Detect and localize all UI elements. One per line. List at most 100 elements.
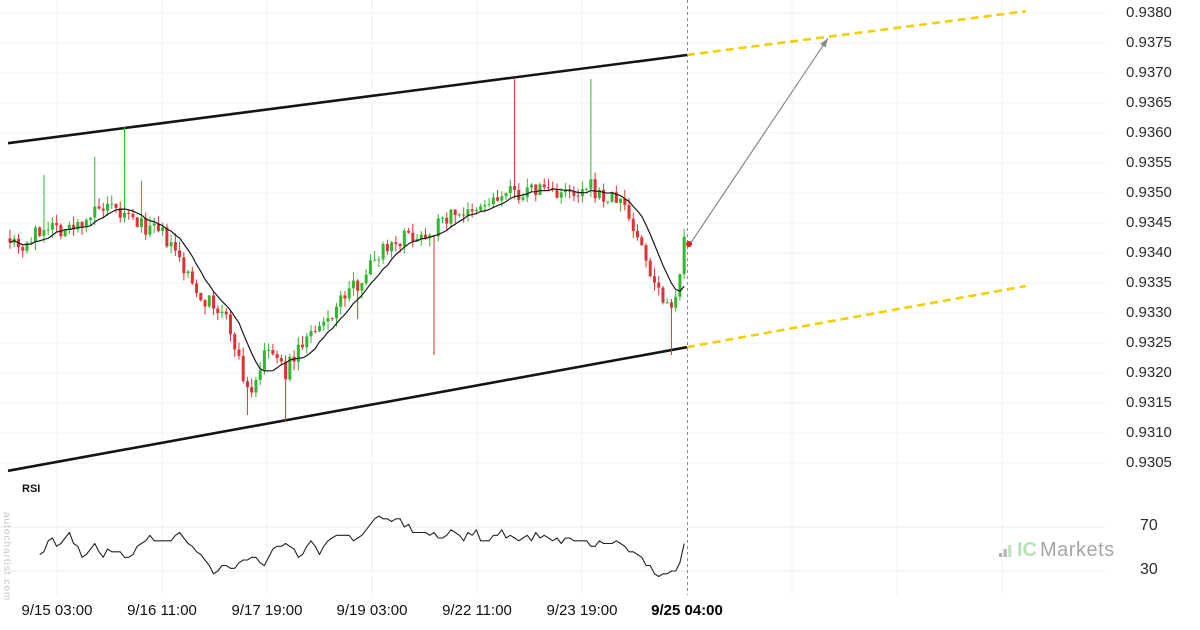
projection-lower-line (686, 284, 1027, 349)
candle-body (165, 227, 169, 247)
price-axis-label: 0.9380 (1126, 4, 1172, 21)
rsi-level-label: 70 (1140, 517, 1158, 534)
price-axis-label: 0.9355 (1126, 154, 1172, 171)
candle-body (513, 186, 517, 190)
candle-body (517, 189, 521, 200)
time-axis-label: 9/23 19:00 (546, 602, 618, 619)
candle-body (224, 311, 228, 315)
candle-body (50, 223, 54, 230)
price-axis-label: 0.9335 (1126, 274, 1172, 291)
price-axis-label: 0.9370 (1126, 64, 1172, 81)
price-axis-label: 0.9330 (1126, 304, 1172, 321)
time-axis-label: 9/17 19:00 (231, 602, 303, 619)
time-axis-label: 9/22 11:00 (442, 602, 512, 619)
forecast-arrow-head (820, 38, 828, 48)
candle-body (195, 283, 199, 293)
candle-body (597, 189, 601, 199)
candle-body (631, 218, 635, 232)
candle-body (619, 198, 623, 203)
candle-body (585, 189, 589, 190)
candle-body (110, 203, 114, 205)
candle-body (55, 223, 59, 226)
candle-body (665, 302, 669, 304)
channel-upper-line (7, 53, 688, 145)
candle-body (479, 206, 483, 211)
candle-body (220, 311, 224, 314)
candle-body (279, 357, 283, 362)
candle-body (377, 259, 381, 261)
candle-body (551, 187, 555, 190)
candle-body (233, 334, 237, 350)
candle-body (559, 192, 563, 198)
candle-body (496, 197, 500, 201)
candle-body (572, 191, 576, 196)
candle-body (72, 224, 76, 230)
candle-body (669, 302, 673, 308)
time-axis-label: 9/16 11:00 (127, 602, 197, 619)
candle-body (203, 300, 207, 307)
candle-body (530, 184, 534, 188)
rsi-line (39, 515, 685, 578)
candle-body (309, 330, 313, 337)
candle-body (627, 204, 631, 219)
rsi-panel-title: RSI (22, 483, 41, 495)
candle-body (576, 195, 580, 197)
candle-body (296, 344, 300, 362)
candle-body (178, 250, 182, 258)
bar-chart-icon (999, 545, 1012, 557)
candle-body (508, 186, 512, 194)
candle-body (114, 203, 118, 209)
candle-body (46, 229, 50, 231)
candle-body (275, 354, 279, 358)
price-axis-label: 0.9340 (1126, 244, 1172, 261)
candle-body (360, 283, 364, 291)
candle-body (682, 236, 686, 275)
price-marker-dot (686, 241, 692, 247)
candle-body (25, 242, 29, 251)
candle-body (657, 282, 661, 288)
candle-body (326, 318, 330, 322)
candle-body (356, 280, 360, 291)
candle-body (640, 237, 644, 246)
candle-body (89, 217, 93, 220)
candle-body (610, 192, 614, 202)
candle-body (648, 260, 652, 277)
candle-body (415, 238, 419, 242)
candle-body (228, 314, 232, 335)
candle-body (436, 218, 440, 237)
channel-lower-line (7, 345, 688, 473)
candle-body (84, 219, 88, 227)
candle-body (245, 381, 249, 388)
candle-body (122, 213, 126, 218)
candle-body (407, 230, 411, 233)
candle-body (330, 318, 334, 320)
price-axis-label: 0.9365 (1126, 94, 1172, 111)
candle-body (453, 209, 457, 216)
candle-body (593, 179, 597, 199)
candle-body (169, 242, 173, 247)
candle-body (216, 308, 220, 314)
candle-body (449, 209, 453, 224)
forecast-arrow-line (689, 37, 829, 245)
candle-body (462, 214, 466, 216)
candle-body (271, 349, 275, 355)
candle-body (602, 189, 606, 202)
candle-body (644, 245, 648, 261)
candle-body (313, 330, 317, 332)
candle-body (661, 287, 665, 303)
candle-body (542, 184, 546, 188)
candle-body (623, 198, 627, 205)
candle-body (38, 227, 42, 236)
time-axis-label: 9/25 04:00 (651, 602, 723, 619)
candle-body (402, 230, 406, 247)
candle-body (212, 295, 216, 309)
candle-body (254, 379, 258, 393)
candle-body (339, 295, 343, 307)
candle-body (411, 232, 415, 242)
candle-body (186, 271, 190, 274)
candle-body (555, 189, 559, 198)
logo-text-markets: Markets (1040, 539, 1115, 561)
price-axis-label: 0.9350 (1126, 184, 1172, 201)
candle-body (207, 295, 211, 307)
